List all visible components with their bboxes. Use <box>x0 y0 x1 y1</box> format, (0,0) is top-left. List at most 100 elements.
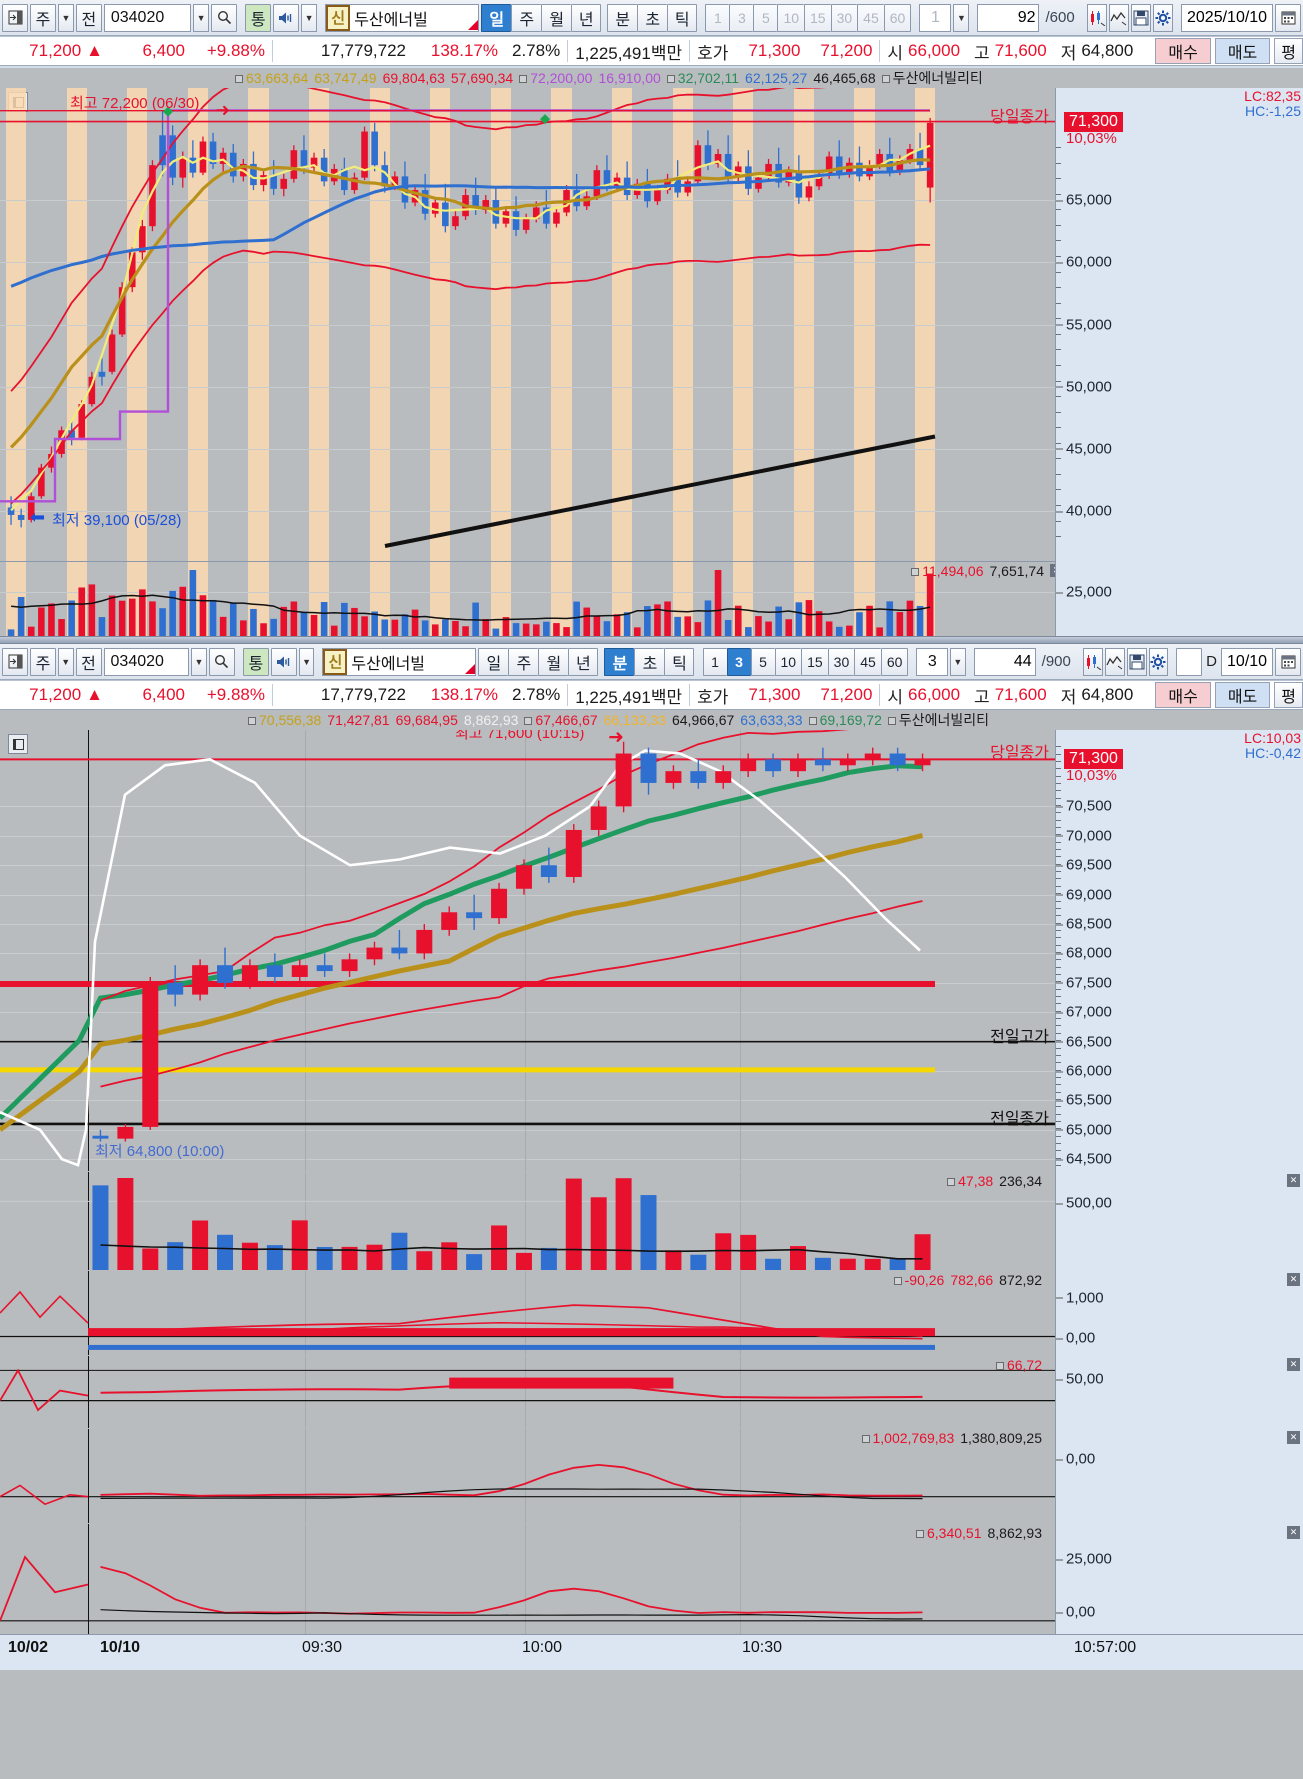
eval-button-2[interactable]: 평 <box>1274 682 1303 708</box>
chart1-period-group[interactable]: 일 주 월 년 <box>481 3 602 32</box>
interval-15[interactable]: 15 <box>804 3 831 32</box>
chart2-period-group[interactable]: 일 주 월 년 <box>478 647 599 676</box>
chart2-price-axis[interactable]: LC:10,03 HC:-0,42 70,500 70,000 69,500 69,0… <box>1055 730 1303 1634</box>
code-dropdown-arrow[interactable]: ▼ <box>193 3 210 32</box>
code-dropdown-arrow-2[interactable]: ▼ <box>191 647 207 676</box>
calendar-icon[interactable] <box>1275 3 1302 32</box>
period-minute-2[interactable]: 분 <box>604 647 635 676</box>
grid-toggle-icon-2[interactable] <box>8 734 28 754</box>
count-input-2[interactable]: 3 <box>916 647 949 676</box>
sound-dropdown-arrow-2[interactable]: ▼ <box>298 647 315 676</box>
code-input[interactable]: 034020 <box>103 3 192 32</box>
date-input[interactable]: 2025/10/10 <box>1181 3 1274 32</box>
sell-button-2[interactable]: 매도 <box>1214 682 1271 708</box>
period-second-2[interactable]: 초 <box>634 647 665 676</box>
interval-30-2[interactable]: 30 <box>827 647 855 676</box>
chart1-volume-plot[interactable] <box>0 562 1055 636</box>
interval-3[interactable]: 3 <box>729 3 754 32</box>
chart2-volume-plot[interactable]: 47,38 236,34 <box>0 1172 1055 1270</box>
eval-button[interactable]: 평 <box>1274 38 1303 64</box>
candle-cursor-icon-2[interactable] <box>1082 647 1103 676</box>
line-cursor-icon-2[interactable] <box>1104 647 1125 676</box>
count-dropdown-arrow[interactable]: ▼ <box>953 3 970 32</box>
period-week-2[interactable]: 주 <box>508 647 539 676</box>
subpanel-close-icon-3[interactable]: ✕ <box>1287 1431 1300 1444</box>
window-dock-icon[interactable] <box>2 3 28 32</box>
period-year-2[interactable]: 년 <box>568 647 599 676</box>
symbol-name-box[interactable]: 신 두산에너빌 <box>325 3 480 32</box>
interval-5-2[interactable]: 5 <box>750 647 775 676</box>
subpanel-close-icon-1[interactable]: ✕ <box>1287 1273 1300 1286</box>
period-tick[interactable]: 틱 <box>667 3 698 32</box>
candle-cursor-icon[interactable] <box>1086 3 1107 32</box>
save-icon[interactable] <box>1130 3 1151 32</box>
subpanel-close-icon-4[interactable]: ✕ <box>1287 1526 1300 1539</box>
date-input-2[interactable]: 10/10 <box>1221 647 1274 676</box>
sound-icon-2[interactable] <box>270 647 297 676</box>
search-icon-2[interactable] <box>208 647 235 676</box>
count-input[interactable]: 1 <box>919 3 952 32</box>
chart2-indicator1-plot[interactable]: -90,26 782,66 872,92 <box>0 1271 1055 1355</box>
chart1-toolbar[interactable]: 주 ▼ 전 034020 ▼ 통 ▼ 신 두산에너빌 일 주 월 년 분 초 틱 <box>0 0 1303 36</box>
interval-5[interactable]: 5 <box>753 3 778 32</box>
subpanel-close-icon-2[interactable]: ✕ <box>1287 1358 1300 1371</box>
prev-button[interactable]: 전 <box>75 3 102 32</box>
interval-1-2[interactable]: 1 <box>702 647 727 676</box>
interval-3-2[interactable]: 3 <box>726 647 751 676</box>
period-second[interactable]: 초 <box>637 3 668 32</box>
visible-count-input-2[interactable]: 44 <box>973 647 1036 676</box>
interval-1[interactable]: 1 <box>705 3 730 32</box>
sell-button[interactable]: 매도 <box>1214 38 1271 64</box>
chart1-price-axis[interactable]: LC:82,35 HC:-1,25 65,000 60,000 55,000 50,0… <box>1055 88 1303 636</box>
interval-10[interactable]: 10 <box>777 3 805 32</box>
interval-45-2[interactable]: 45 <box>854 647 881 676</box>
interval-10-2[interactable]: 10 <box>774 647 802 676</box>
unit-dropdown-arrow[interactable]: ▼ <box>58 3 74 32</box>
period-week[interactable]: 주 <box>511 3 542 32</box>
visible-count-input[interactable]: 92 <box>977 3 1040 32</box>
search-icon[interactable] <box>211 3 238 32</box>
prev-button-2[interactable]: 전 <box>75 647 102 676</box>
chart1-frame[interactable]: 63,663,64 63,747,49 69,804,63 57,690,34 72,2… <box>0 68 1303 636</box>
gear-icon[interactable] <box>1152 3 1173 32</box>
chart2-toolbar[interactable]: 주 ▼ 전 034020 ▼ 통 ▼ 신 두산에너빌 일 주 월 년 분 초 틱 <box>0 644 1303 680</box>
unit-button[interactable]: 주 <box>30 3 56 32</box>
period-day-2[interactable]: 일 <box>478 647 509 676</box>
save-icon-2[interactable] <box>1126 647 1147 676</box>
period-tick-2[interactable]: 틱 <box>664 647 695 676</box>
chart2-interval-group[interactable]: 1 3 5 10 15 30 45 60 <box>702 647 909 676</box>
line-cursor-icon[interactable] <box>1108 3 1129 32</box>
period-month-2[interactable]: 월 <box>538 647 569 676</box>
comm-button-2[interactable]: 통 <box>242 647 269 676</box>
interval-15-2[interactable]: 15 <box>801 647 828 676</box>
chart2-indicator4-plot[interactable]: 6,340,51 8,862,93 <box>0 1524 1055 1634</box>
chart2-indicator3-plot[interactable]: 1,002,769,83 1,380,809,25 <box>0 1429 1055 1523</box>
code-input-2[interactable]: 034020 <box>103 647 190 676</box>
count-dropdown-arrow-2[interactable]: ▼ <box>950 647 966 676</box>
day-checkbox[interactable] <box>1176 647 1203 676</box>
period-month[interactable]: 월 <box>541 3 572 32</box>
unit-dropdown-arrow-2[interactable]: ▼ <box>58 647 74 676</box>
sound-dropdown-arrow[interactable]: ▼ <box>301 3 318 32</box>
interval-45[interactable]: 45 <box>857 3 884 32</box>
sound-icon[interactable] <box>273 3 300 32</box>
chart1-price-plot[interactable]: 최고 72,200 (06/30) ➜ 최저 39,100 (05/28) ⬅ 당일종가 <box>0 88 1055 561</box>
period-day[interactable]: 일 <box>481 3 512 32</box>
symbol-name-box-2[interactable]: 신 두산에너빌 <box>322 647 477 676</box>
calendar-icon-2[interactable] <box>1275 647 1302 676</box>
buy-button[interactable]: 매수 <box>1155 38 1211 64</box>
interval-60[interactable]: 60 <box>883 3 912 32</box>
interval-60-2[interactable]: 60 <box>880 647 909 676</box>
comm-button[interactable]: 통 <box>245 3 272 32</box>
subpanel-close-icon-0[interactable]: ✕ <box>1287 1174 1300 1187</box>
period-year[interactable]: 년 <box>571 3 602 32</box>
chart1-intraday-group[interactable]: 분 초 틱 <box>607 3 698 32</box>
window-divider[interactable] <box>0 636 1303 644</box>
buy-button-2[interactable]: 매수 <box>1155 682 1211 708</box>
unit-button-2[interactable]: 주 <box>30 647 56 676</box>
chart1-interval-group[interactable]: 1 3 5 10 15 30 45 60 <box>705 3 912 32</box>
interval-30[interactable]: 30 <box>830 3 858 32</box>
chart2-intraday-group[interactable]: 분 초 틱 <box>604 647 695 676</box>
gear-icon-2[interactable] <box>1148 647 1169 676</box>
period-minute[interactable]: 분 <box>607 3 638 32</box>
